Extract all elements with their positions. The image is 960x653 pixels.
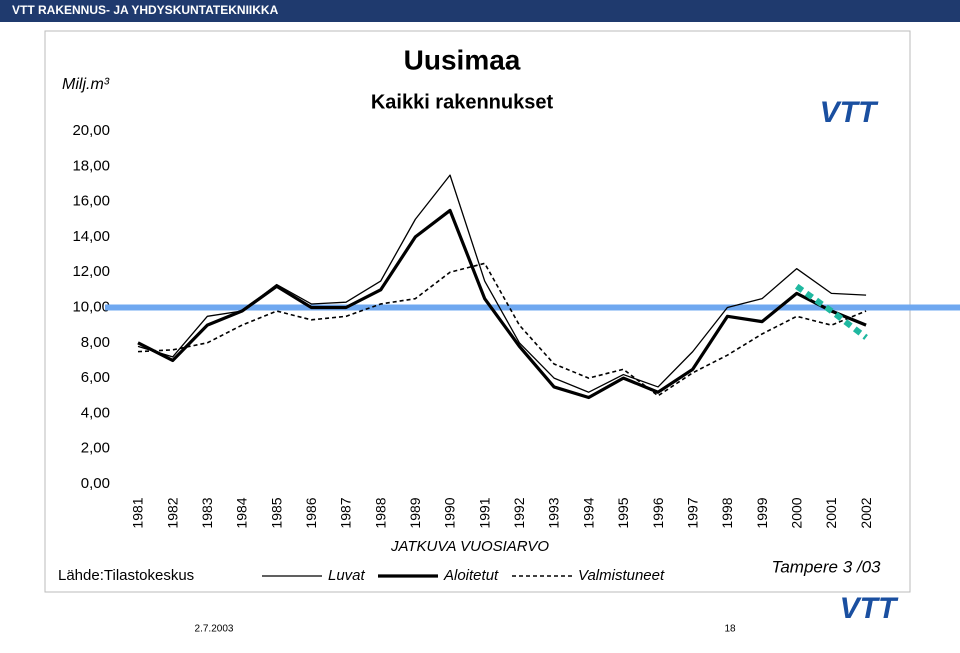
source: Lähde:Tilastokeskus <box>58 567 194 584</box>
legend-label: Aloitetut <box>443 567 499 584</box>
series-line <box>137 262 867 397</box>
chart-frame <box>44 30 911 593</box>
y-tick-label: 20,00 <box>72 122 110 139</box>
x-tick-label: 1994 <box>580 497 596 528</box>
series-line <box>137 208 867 400</box>
x-tick-label: 1989 <box>407 497 423 528</box>
footer-page: 18 <box>724 624 736 635</box>
x-tick-label: 1990 <box>442 497 458 528</box>
x-tick-label: 1995 <box>615 497 631 528</box>
chart-subtitle: Kaikki rakennukset <box>371 91 554 113</box>
chart-title: Uusimaa <box>404 44 521 75</box>
y-tick-label: 0,00 <box>81 475 110 492</box>
trend-line <box>794 283 868 340</box>
y-tick-label: 4,00 <box>81 404 110 421</box>
y-tick-label: 10,00 <box>72 298 110 315</box>
x-tick-label: 1987 <box>338 497 354 528</box>
x-tick-label: 1991 <box>476 497 492 528</box>
header: VTT RAKENNUS- JA YHDYSKUNTATEKNIIKKA <box>12 3 279 17</box>
x-tick-label: 1983 <box>199 497 215 528</box>
x-tick-label: 1992 <box>511 497 527 528</box>
legend-title: JATKUVA VUOSIARVO <box>390 538 549 555</box>
logo: VTT <box>840 592 899 625</box>
y-label: Milj.m³ <box>62 76 110 93</box>
x-tick-label: 2000 <box>788 497 804 528</box>
y-tick-label: 6,00 <box>81 369 110 386</box>
x-tick-label: 1996 <box>650 497 666 528</box>
x-tick-label: 1998 <box>719 497 735 528</box>
x-tick-label: 1993 <box>546 497 562 528</box>
x-tick-label: 1985 <box>268 497 284 528</box>
x-tick-label: 1986 <box>303 497 319 528</box>
y-tick-label: 18,00 <box>72 157 110 174</box>
x-tick-label: 1997 <box>684 497 700 528</box>
series-line <box>137 174 867 393</box>
x-tick-label: 1999 <box>754 497 770 528</box>
x-tick-label: 1982 <box>164 497 180 528</box>
y-tick-label: 12,00 <box>72 263 110 280</box>
logo: VTT <box>820 96 879 129</box>
footer-date: 2.7.2003 <box>195 624 234 635</box>
y-tick-label: 2,00 <box>81 440 110 457</box>
x-tick-label: 1981 <box>130 497 146 528</box>
legend-label: Valmistuneet <box>578 567 665 584</box>
y-tick-label: 16,00 <box>72 193 110 210</box>
y-tick-label: 8,00 <box>81 334 110 351</box>
legend-label: Luvat <box>328 567 366 584</box>
x-tick-label: 2001 <box>823 497 839 528</box>
x-tick-label: 2002 <box>858 497 874 528</box>
x-tick-label: 1988 <box>372 497 388 528</box>
y-tick-label: 14,00 <box>72 228 110 245</box>
x-tick-label: 1984 <box>234 497 250 528</box>
header-bar <box>0 0 960 22</box>
note: Tampere 3 /03 <box>772 557 882 576</box>
